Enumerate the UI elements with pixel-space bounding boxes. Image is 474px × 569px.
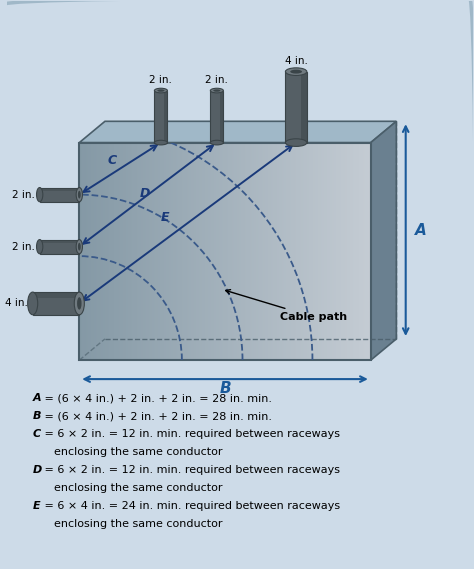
Text: A: A: [415, 222, 427, 238]
Text: E: E: [33, 501, 40, 511]
Text: = 6 × 2 in. = 12 in. min. required between raceways: = 6 × 2 in. = 12 in. min. required betwe…: [41, 429, 340, 439]
Text: D: D: [33, 465, 42, 475]
Bar: [301, 72, 307, 143]
Ellipse shape: [285, 68, 307, 76]
Text: = (6 × 4 in.) + 2 in. + 2 in. = 28 in. min.: = (6 × 4 in.) + 2 in. + 2 in. = 28 in. m…: [41, 393, 272, 403]
Ellipse shape: [213, 89, 220, 92]
Ellipse shape: [36, 240, 43, 254]
Bar: [164, 90, 167, 143]
Bar: [220, 90, 223, 143]
Text: enclosing the same conductor: enclosing the same conductor: [33, 447, 222, 457]
Text: = 6 × 2 in. = 12 in. min. required between raceways: = 6 × 2 in. = 12 in. min. required betwe…: [41, 465, 340, 475]
Ellipse shape: [77, 297, 82, 310]
Ellipse shape: [210, 141, 223, 145]
Polygon shape: [371, 121, 396, 360]
Text: B: B: [219, 381, 231, 396]
Text: = (6 × 4 in.) + 2 in. + 2 in. = 28 in. min.: = (6 × 4 in.) + 2 in. + 2 in. = 28 in. m…: [41, 411, 272, 421]
Ellipse shape: [155, 88, 167, 93]
Bar: [33, 292, 79, 298]
Text: 2 in.: 2 in.: [205, 75, 228, 85]
Polygon shape: [79, 121, 396, 143]
Bar: [155, 90, 167, 143]
Text: enclosing the same conductor: enclosing the same conductor: [33, 483, 222, 493]
Bar: [40, 240, 79, 243]
Text: Cable path: Cable path: [226, 290, 347, 322]
Text: E: E: [161, 211, 169, 224]
Bar: [40, 188, 79, 191]
Bar: [33, 292, 79, 315]
Ellipse shape: [76, 240, 82, 254]
Text: C: C: [107, 154, 117, 167]
Ellipse shape: [290, 69, 302, 73]
Ellipse shape: [78, 243, 81, 250]
Text: 2 in.: 2 in.: [149, 75, 173, 85]
Text: = 6 × 4 in. = 24 in. min. required between raceways: = 6 × 4 in. = 24 in. min. required betwe…: [41, 501, 340, 511]
Ellipse shape: [27, 292, 38, 315]
Ellipse shape: [155, 141, 167, 145]
Bar: [40, 188, 79, 202]
Bar: [210, 90, 223, 143]
Ellipse shape: [157, 89, 164, 92]
Text: 2 in.: 2 in.: [12, 189, 35, 200]
Ellipse shape: [36, 188, 43, 202]
Text: 4 in.: 4 in.: [285, 56, 308, 66]
Text: 2 in.: 2 in.: [12, 242, 35, 251]
Ellipse shape: [74, 292, 84, 315]
Ellipse shape: [76, 188, 82, 202]
Bar: [285, 72, 307, 143]
Ellipse shape: [78, 191, 81, 199]
Text: A: A: [33, 393, 41, 403]
Text: D: D: [140, 187, 150, 200]
Text: B: B: [33, 411, 41, 421]
Text: 4 in.: 4 in.: [5, 298, 28, 308]
Bar: [40, 240, 79, 254]
Ellipse shape: [285, 139, 307, 146]
Text: C: C: [33, 429, 41, 439]
Text: enclosing the same conductor: enclosing the same conductor: [33, 519, 222, 529]
Ellipse shape: [210, 88, 223, 93]
